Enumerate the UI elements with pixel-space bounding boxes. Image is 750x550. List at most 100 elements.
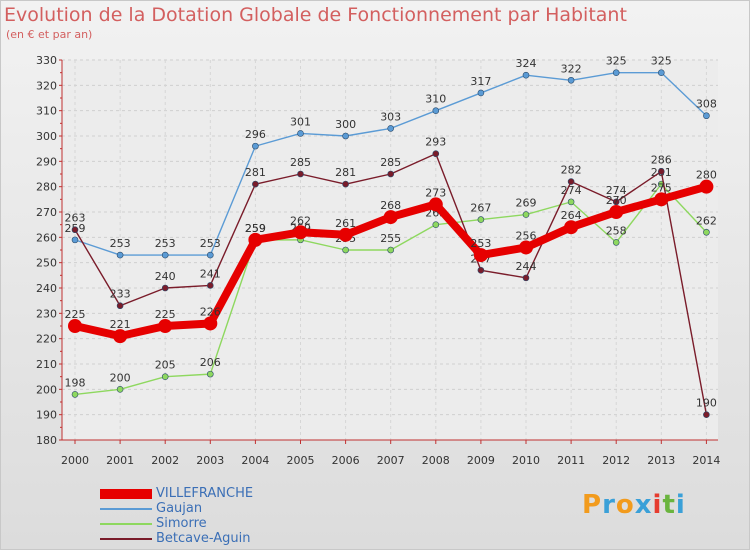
data-point-simorre-2011 [567, 198, 575, 206]
data-point-gaujan-2006 [342, 132, 349, 140]
data-label-gaujan-2009: 317 [470, 75, 491, 88]
x-tick-label-2010: 2010 [512, 454, 540, 467]
x-tick-label-2004: 2004 [241, 454, 269, 467]
data-label-simorre-2012: 258 [606, 224, 627, 237]
data-label-betcave-aguin-2001: 233 [110, 288, 131, 301]
data-point-villefranche-2014 [699, 179, 714, 194]
data-point-betcave-aguin-2001 [116, 302, 124, 310]
legend-label-simorre: Simorre [156, 516, 207, 531]
data-point-betcave-aguin-2003 [207, 282, 214, 289]
data-label-villefranche-2001: 221 [110, 318, 131, 331]
data-point-betcave-aguin-2000 [71, 226, 79, 234]
data-label-simorre-2011: 274 [561, 184, 582, 197]
data-point-gaujan-2011 [567, 76, 575, 84]
data-point-betcave-aguin-2004 [252, 180, 259, 188]
data-point-betcave-aguin-2011 [567, 178, 575, 185]
data-label-simorre-2004: 259 [245, 222, 266, 235]
y-tick-label-290: 290 [36, 155, 57, 168]
logo-letter: P [582, 490, 603, 520]
legend-swatch-simorre [100, 523, 152, 525]
data-point-betcave-aguin-2002 [161, 284, 169, 292]
data-label-simorre-2001: 200 [110, 371, 131, 384]
data-label-gaujan-2010: 324 [516, 57, 537, 70]
data-label-villefranche-2009: 253 [470, 237, 491, 250]
data-point-villefranche-2010 [519, 240, 533, 255]
data-point-villefranche-2011 [564, 220, 579, 235]
data-label-villefranche-2008: 273 [425, 186, 446, 199]
data-point-gaujan-2003 [207, 251, 214, 259]
x-tick-label-2009: 2009 [467, 454, 495, 467]
chart-title: Evolution de la Dotation Globale de Fonc… [4, 4, 627, 26]
data-label-betcave-aguin-2013: 286 [651, 153, 672, 166]
data-label-betcave-aguin-2005: 285 [290, 156, 311, 169]
data-label-villefranche-2013: 275 [651, 181, 672, 194]
proxiti-logo: Proxiti [582, 490, 686, 520]
x-tick-label-2007: 2007 [377, 454, 405, 467]
data-point-gaujan-2000 [71, 236, 79, 244]
data-point-villefranche-2003 [203, 316, 218, 331]
data-point-simorre-2006 [342, 246, 349, 254]
data-point-simorre-2010 [522, 211, 530, 218]
data-point-simorre-2003 [207, 370, 214, 378]
y-tick-label-200: 200 [36, 383, 57, 396]
y-tick-label-320: 320 [36, 79, 57, 92]
data-label-simorre-2002: 205 [155, 359, 176, 372]
data-point-simorre-2007 [387, 246, 395, 254]
data-label-villefranche-2010: 256 [516, 229, 537, 242]
x-tick-label-2006: 2006 [332, 454, 360, 467]
data-label-gaujan-2014: 308 [696, 98, 717, 111]
data-label-gaujan-2001: 253 [110, 237, 131, 250]
data-label-villefranche-2011: 264 [561, 209, 582, 222]
data-point-betcave-aguin-2013 [657, 168, 665, 175]
data-label-simorre-2003: 206 [200, 356, 221, 369]
y-tick-label-240: 240 [36, 282, 57, 295]
y-tick-label-230: 230 [36, 307, 57, 320]
data-label-villefranche-2007: 268 [380, 199, 401, 212]
data-label-betcave-aguin-2012: 274 [606, 184, 627, 197]
x-tick-label-2000: 2000 [61, 454, 89, 467]
legend-swatch-villefranche [100, 489, 152, 499]
data-label-simorre-2000: 198 [65, 376, 86, 389]
data-point-simorre-2000 [71, 391, 79, 398]
data-label-betcave-aguin-2014: 190 [696, 397, 717, 410]
data-point-villefranche-2004 [248, 232, 263, 247]
legend-swatch-gaujan [100, 508, 152, 510]
data-label-villefranche-2003: 226 [200, 305, 221, 318]
data-label-betcave-aguin-2004: 281 [245, 166, 266, 179]
logo-letter: t [662, 490, 676, 520]
data-point-villefranche-2002 [158, 319, 173, 333]
x-tick-label-2013: 2013 [647, 454, 675, 467]
data-label-villefranche-2000: 225 [65, 308, 86, 321]
data-label-betcave-aguin-2000: 263 [65, 212, 86, 225]
data-label-simorre-2014: 262 [696, 214, 717, 227]
logo-letter: o [615, 490, 635, 520]
data-point-gaujan-2001 [116, 251, 124, 259]
legend-label-gaujan: Gaujan [156, 501, 203, 516]
y-tick-label-330: 330 [36, 54, 57, 67]
y-tick-label-180: 180 [36, 434, 57, 447]
y-tick-label-220: 220 [36, 333, 57, 346]
data-point-betcave-aguin-2010 [522, 274, 530, 282]
data-label-betcave-aguin-2002: 240 [155, 270, 176, 283]
data-label-gaujan-2012: 325 [606, 55, 627, 68]
data-label-villefranche-2005: 262 [290, 214, 311, 227]
data-point-betcave-aguin-2014 [703, 411, 710, 418]
data-point-simorre-2008 [432, 221, 440, 228]
data-point-villefranche-2001 [113, 329, 128, 344]
data-label-gaujan-2005: 301 [290, 115, 311, 128]
x-tick-label-2012: 2012 [602, 454, 630, 467]
y-tick-label-260: 260 [36, 231, 57, 244]
data-point-betcave-aguin-2007 [387, 170, 395, 178]
data-label-betcave-aguin-2010: 244 [516, 260, 537, 273]
data-point-gaujan-2008 [432, 107, 440, 114]
data-point-gaujan-2002 [161, 251, 169, 259]
legend-label-villefranche: VILLEFRANCHE [156, 486, 254, 501]
data-point-gaujan-2004 [252, 142, 259, 150]
data-point-villefranche-2013 [654, 192, 669, 207]
data-point-simorre-2012 [612, 239, 620, 246]
data-point-villefranche-2009 [473, 248, 488, 263]
data-point-gaujan-2009 [477, 89, 485, 97]
data-label-gaujan-2007: 303 [380, 110, 401, 123]
data-point-gaujan-2010 [522, 71, 530, 79]
